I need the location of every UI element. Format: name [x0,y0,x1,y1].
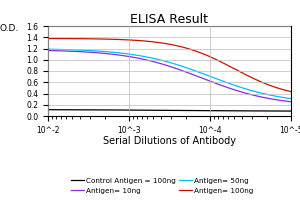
Text: O.D.: O.D. [0,24,19,33]
Antigen= 100ng [289,90,293,93]
Antigen= 10ng [208,80,212,82]
Antigen= 50ng [89,49,93,52]
Antigen= 50ng [289,97,293,100]
Antigen= 10ng [229,87,233,90]
Line: Antigen= 10ng: Antigen= 10ng [48,50,291,102]
Antigen= 10ng [109,53,112,55]
Antigen= 10ng [89,51,93,53]
Control Antigen = 100ng [109,109,112,111]
Control Antigen = 100ng [289,110,293,112]
Antigen= 100ng [46,37,50,40]
Control Antigen = 100ng [156,109,160,111]
Antigen= 100ng [208,56,212,58]
Control Antigen = 100ng [208,109,212,112]
Title: ELISA Result: ELISA Result [130,13,208,26]
Control Antigen = 100ng [189,109,193,112]
Line: Antigen= 50ng: Antigen= 50ng [48,49,291,99]
Antigen= 10ng [189,73,193,75]
Antigen= 100ng [89,38,93,40]
Antigen= 50ng [109,51,112,53]
Legend: Control Antigen = 100ng, Antigen= 10ng, Antigen= 50ng, Antigen= 100ng: Control Antigen = 100ng, Antigen= 10ng, … [68,175,256,196]
Line: Control Antigen = 100ng: Control Antigen = 100ng [48,110,291,111]
Antigen= 50ng [156,58,160,61]
Antigen= 50ng [229,83,233,85]
Antigen= 50ng [46,48,50,50]
Antigen= 10ng [156,62,160,64]
Antigen= 100ng [109,38,112,40]
Control Antigen = 100ng [229,110,233,112]
Antigen= 50ng [208,75,212,78]
X-axis label: Serial Dilutions of Antibody: Serial Dilutions of Antibody [103,136,236,146]
Control Antigen = 100ng [89,109,93,111]
Antigen= 100ng [189,48,193,51]
Antigen= 100ng [156,41,160,44]
Antigen= 50ng [189,68,193,71]
Antigen= 100ng [229,66,233,68]
Antigen= 10ng [46,49,50,52]
Control Antigen = 100ng [46,108,50,111]
Line: Antigen= 100ng: Antigen= 100ng [48,38,291,92]
Antigen= 10ng [289,101,293,103]
